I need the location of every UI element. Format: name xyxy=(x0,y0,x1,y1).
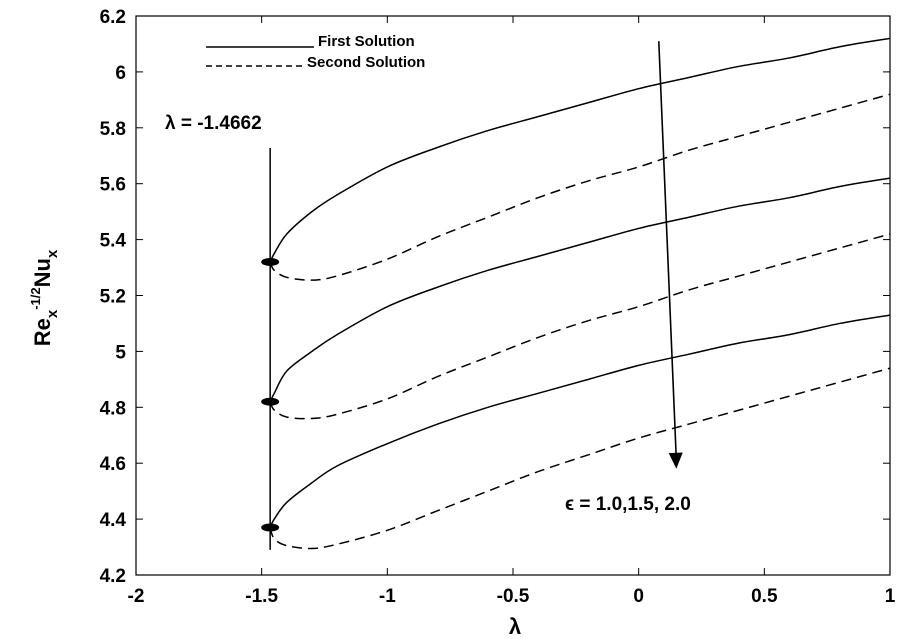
legend-label-first-solution: First Solution xyxy=(318,33,415,50)
annotation-group xyxy=(261,41,683,550)
y-axis-label: Rex-1/2Nux xyxy=(28,249,61,346)
turning-point-marker xyxy=(261,397,280,406)
tick-group: -2 -1.5 -1 -0.5 0 0.5 1 4.2 4.4 4.6 4.8 5 5.2 5.4 5.6 5… xyxy=(100,7,896,607)
series-line-solid-2 xyxy=(269,177,891,403)
y-tick-label: 5.6 xyxy=(100,175,126,196)
plot-area xyxy=(135,15,891,576)
epsilon-arrow-head xyxy=(668,452,683,469)
x-tick-label: -1 xyxy=(379,586,396,607)
y-tick-label: 5 xyxy=(115,342,126,363)
series-line-dashed-3 xyxy=(269,367,891,550)
x-tick-label: -1.5 xyxy=(245,586,278,607)
series-line-dashed-1 xyxy=(269,93,891,281)
y-tick-label: 6 xyxy=(115,63,126,84)
x-axis-label: λ xyxy=(509,614,521,639)
series-line-dashed-2 xyxy=(269,233,891,420)
x-tick-label: -2 xyxy=(128,586,145,607)
y-tick-label: 4.4 xyxy=(100,510,127,531)
turning-point-marker xyxy=(261,523,280,532)
y-tick-label: 4.6 xyxy=(100,454,126,475)
x-tick-label: 1 xyxy=(885,586,896,607)
series-group xyxy=(269,37,891,550)
y-tick-label: 5.4 xyxy=(100,231,127,252)
x-tick-label: -0.5 xyxy=(497,586,530,607)
epsilon-label: ϵ = 1.0,1.5, 2.0 xyxy=(565,494,691,515)
series-line-solid-1 xyxy=(269,37,891,263)
turning-point-marker xyxy=(261,257,280,266)
series-line-solid-3 xyxy=(269,314,891,528)
legend: First Solution Second Solution xyxy=(206,33,425,71)
y-tick-label: 4.8 xyxy=(100,398,126,419)
critical-value-label: λ = -1.4662 xyxy=(165,113,262,134)
x-tick-label: 0.5 xyxy=(751,586,778,607)
y-tick-label: 4.2 xyxy=(100,566,126,587)
y-tick-label: 5.2 xyxy=(100,287,126,308)
plot-frame xyxy=(135,15,891,576)
epsilon-arrow-line xyxy=(657,41,678,461)
y-tick-label: 6.2 xyxy=(100,7,126,28)
y-tick-label: 5.8 xyxy=(100,119,126,140)
x-tick-label: 0 xyxy=(633,586,644,607)
legend-label-second-solution: Second Solution xyxy=(307,54,425,71)
